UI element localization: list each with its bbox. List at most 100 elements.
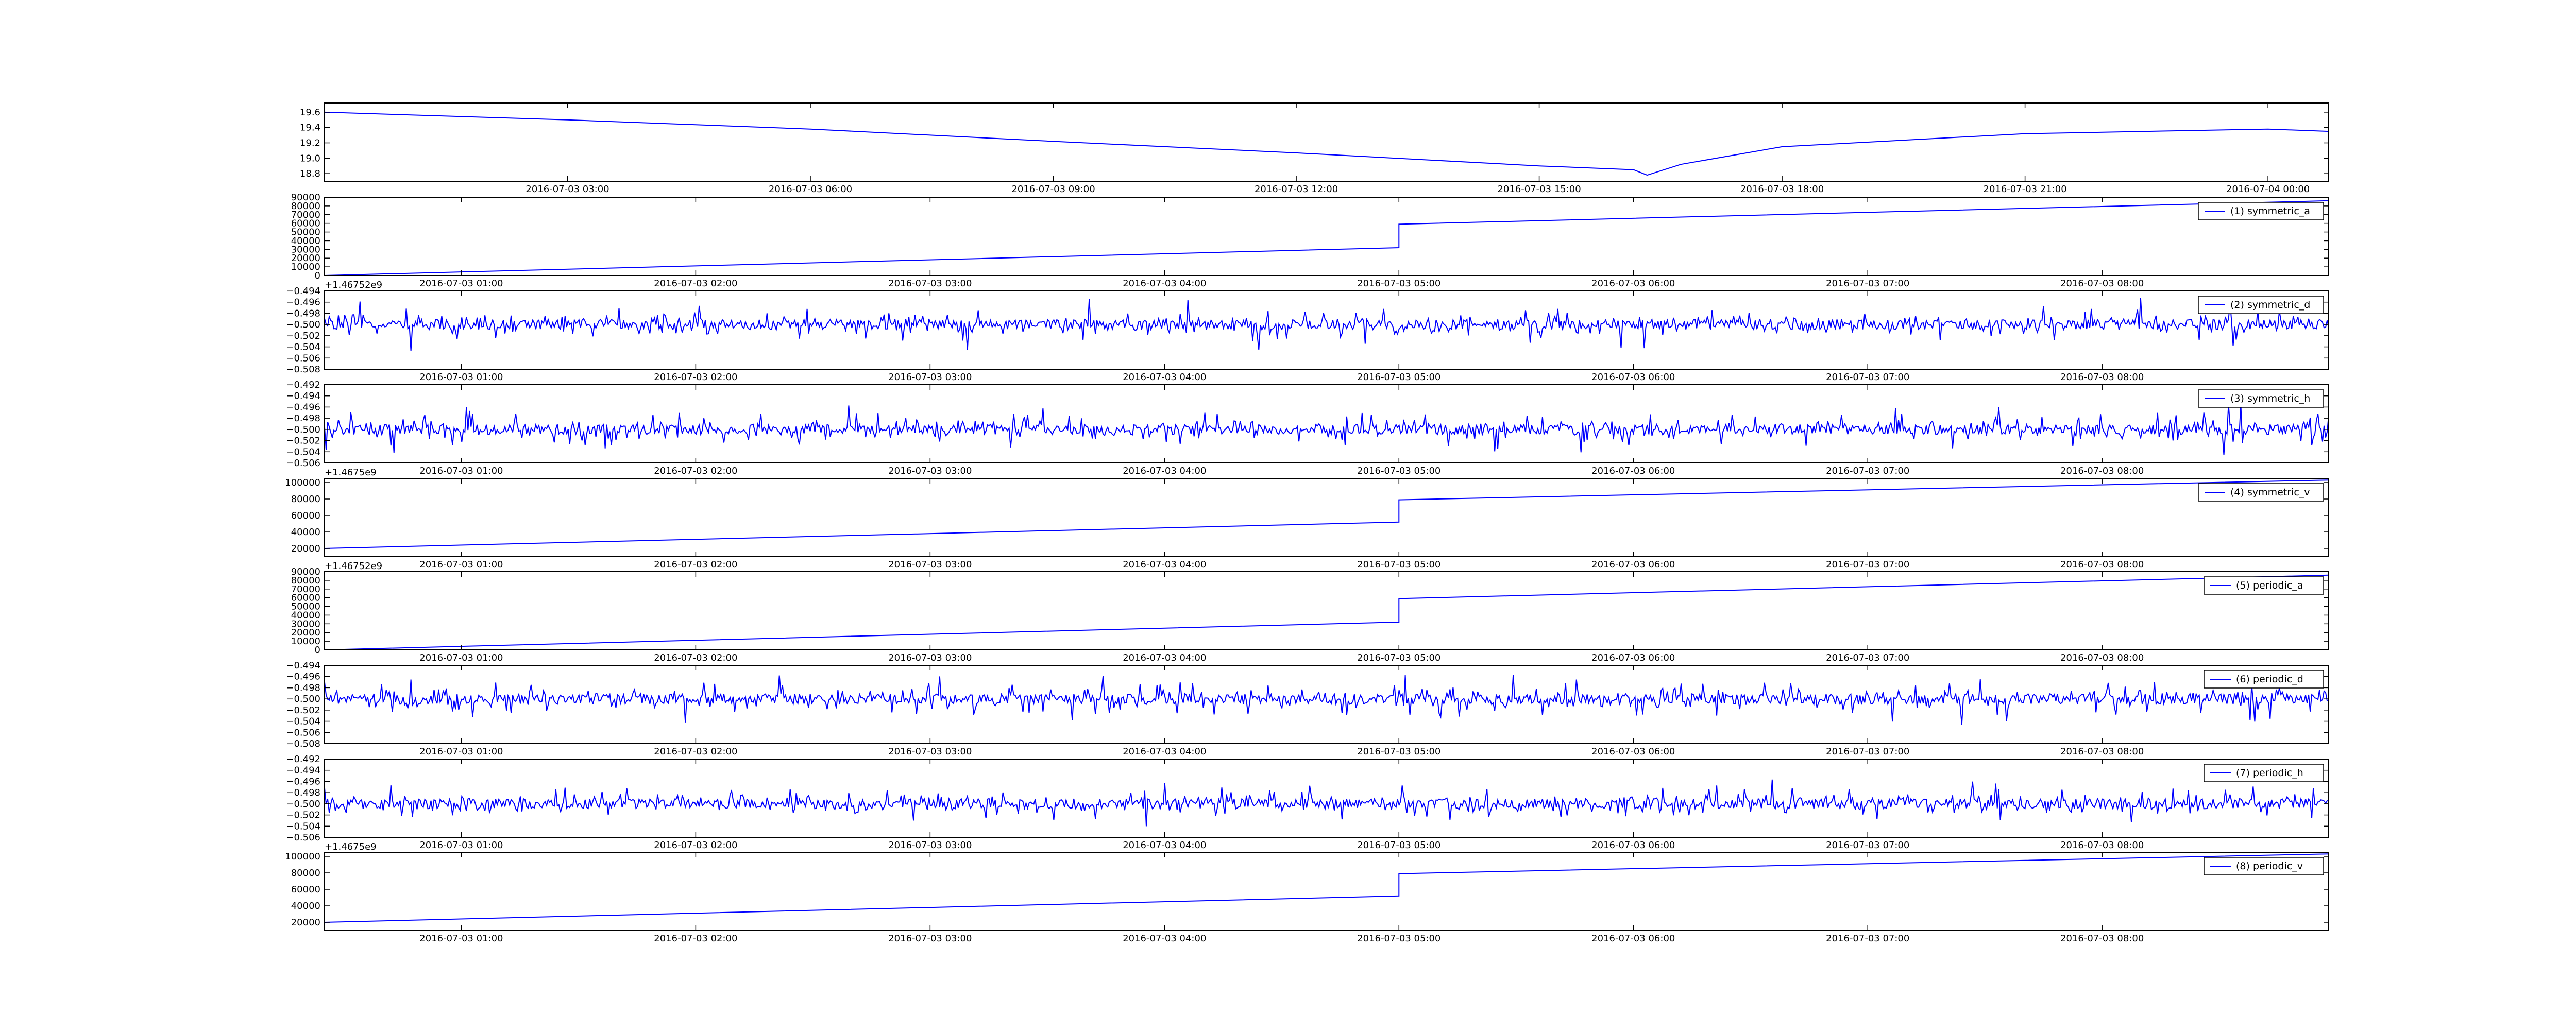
y-tick-label: −0.504 <box>286 821 320 832</box>
y-tick-label: 20000 <box>291 543 320 554</box>
offset-label: +1.4675e9 <box>325 467 377 478</box>
legend: (2) symmetric_d <box>2198 296 2324 314</box>
y-tick-label: 70000 <box>291 584 320 595</box>
legend-label: (7) periodic_h <box>2236 767 2303 779</box>
x-tick-label: 2016-07-03 02:00 <box>654 278 737 289</box>
legend-label: (1) symmetric_a <box>2230 205 2310 217</box>
y-tick-label: −0.506 <box>286 727 320 738</box>
subplot-4: −0.492−0.494−0.496−0.498−0.500−0.502−0.5… <box>286 380 2329 478</box>
x-tick-label: 2016-07-03 15:00 <box>1497 184 1581 195</box>
y-tick-label: 30000 <box>291 244 320 255</box>
x-tick-label: 2016-07-03 08:00 <box>2060 746 2144 757</box>
x-tick-label: 2016-07-03 01:00 <box>419 372 503 383</box>
x-tick-label: 2016-07-03 01:00 <box>419 746 503 757</box>
y-tick-label: 100000 <box>285 477 320 488</box>
y-tick-label: 90000 <box>291 192 320 203</box>
series-line-1-1 <box>325 111 2329 176</box>
x-tick-label: 2016-07-03 07:00 <box>1826 466 1909 476</box>
y-tick-label: 10000 <box>291 636 320 647</box>
series-line-5-1 <box>325 479 2329 549</box>
x-tick-label: 2016-07-03 02:00 <box>654 559 737 570</box>
y-tick-label: 50000 <box>291 227 320 238</box>
y-tick-label: −0.502 <box>286 705 320 716</box>
x-tick-label: 2016-07-03 06:00 <box>1591 278 1675 289</box>
y-tick-label: 40000 <box>291 610 320 621</box>
y-tick-label: 50000 <box>291 601 320 612</box>
y-tick-label: −0.492 <box>286 380 320 390</box>
x-tick-label: 2016-07-03 04:00 <box>1123 840 1206 851</box>
x-tick-label: 2016-07-03 03:00 <box>526 184 609 195</box>
x-tick-label: 2016-07-03 07:00 <box>1826 559 1909 570</box>
subplot-9: 20000 40000 60000 80000 100000 2016-07-03 01:… <box>285 851 2329 944</box>
y-tick-label: −0.498 <box>286 308 320 319</box>
x-tick-label: 2016-07-03 02:00 <box>654 933 737 944</box>
legend-label: (3) symmetric_h <box>2230 393 2310 404</box>
y-tick-label: −0.500 <box>286 694 320 704</box>
y-tick-label: 10000 <box>291 262 320 272</box>
x-tick-label: 2016-07-03 05:00 <box>1357 933 1440 944</box>
axes-frame <box>324 478 2329 557</box>
legend-label: (8) periodic_v <box>2236 861 2303 872</box>
subplot-2: 0100002000030000400005000060000700008000… <box>291 192 2329 290</box>
y-tick-label: 20000 <box>291 253 320 264</box>
series-line-6-1 <box>325 574 2329 650</box>
x-tick-label: 2016-07-03 06:00 <box>1591 466 1675 476</box>
x-tick-label: 2016-07-03 04:00 <box>1123 746 1206 757</box>
y-tick-label: 20000 <box>291 917 320 928</box>
x-tick-label: 2016-07-03 01:00 <box>419 466 503 476</box>
series-line-8-1 <box>325 779 2329 827</box>
y-tick-label: 90000 <box>291 566 320 577</box>
y-tick-label: 60000 <box>291 510 320 521</box>
axes-frame <box>324 290 2329 370</box>
legend-label: (2) symmetric_d <box>2230 299 2310 311</box>
x-tick-label: 2016-07-03 02:00 <box>654 746 737 757</box>
y-tick-label: −0.496 <box>286 672 320 682</box>
legend-label: (4) symmetric_v <box>2230 487 2310 498</box>
x-tick-label: 2016-07-03 04:00 <box>1123 559 1206 570</box>
y-tick-label: −0.498 <box>286 787 320 798</box>
axes-frame <box>324 197 2329 276</box>
x-tick-label: 2016-07-03 21:00 <box>1984 184 2067 195</box>
x-tick-label: 2016-07-03 08:00 <box>2060 466 2144 476</box>
y-tick-label: 18.8 <box>300 168 320 179</box>
axes-frame <box>324 571 2329 650</box>
y-tick-label: −0.508 <box>286 738 320 749</box>
axes-frame <box>324 384 2329 463</box>
y-tick-label: 80000 <box>291 201 320 212</box>
axes-frame <box>324 102 2329 182</box>
y-tick-label: −0.508 <box>286 364 320 375</box>
x-tick-label: 2016-07-03 04:00 <box>1123 466 1206 476</box>
y-tick-label: −0.492 <box>286 754 320 765</box>
y-tick-label: 100000 <box>285 851 320 862</box>
y-tick-label: −0.506 <box>286 458 320 469</box>
axes-frame <box>324 852 2329 931</box>
y-tick-label: −0.502 <box>286 810 320 821</box>
y-tick-label: 30000 <box>291 618 320 629</box>
subplot-1: 18.8 19.0 19.2 19.4 19.6 2016-07-03 03:00 2016… <box>300 102 2329 195</box>
x-tick-label: 2016-07-03 07:00 <box>1826 933 1909 944</box>
x-tick-label: 2016-07-03 02:00 <box>654 840 737 851</box>
y-tick-label: 19.2 <box>300 137 320 148</box>
legend: (3) symmetric_h <box>2198 389 2324 408</box>
y-tick-label: 80000 <box>291 575 320 586</box>
y-tick-label: −0.494 <box>286 391 320 402</box>
x-tick-label: 2016-07-03 02:00 <box>654 466 737 476</box>
x-tick-label: 2016-07-03 01:00 <box>419 933 503 944</box>
x-tick-label: 2016-07-03 09:00 <box>1011 184 1095 195</box>
legend: (6) periodic_d <box>2204 670 2324 689</box>
series-line-7-1 <box>325 675 2329 725</box>
x-tick-label: 2016-07-03 06:00 <box>1591 372 1675 383</box>
x-tick-label: 2016-07-03 08:00 <box>2060 652 2144 663</box>
y-tick-label: −0.498 <box>286 682 320 693</box>
legend: (7) periodic_h <box>2204 764 2324 782</box>
axes-frame <box>324 759 2329 838</box>
y-tick-label: 60000 <box>291 218 320 229</box>
x-tick-label: 2016-07-03 01:00 <box>419 840 503 851</box>
x-tick-label: 2016-07-03 01:00 <box>419 652 503 663</box>
x-tick-label: 2016-07-03 01:00 <box>419 278 503 289</box>
x-tick-label: 2016-07-03 06:00 <box>1591 652 1675 663</box>
y-tick-label: 40000 <box>291 901 320 911</box>
y-tick-label: 80000 <box>291 494 320 505</box>
y-tick-label: −0.496 <box>286 402 320 412</box>
legend: (1) symmetric_a <box>2198 202 2324 220</box>
